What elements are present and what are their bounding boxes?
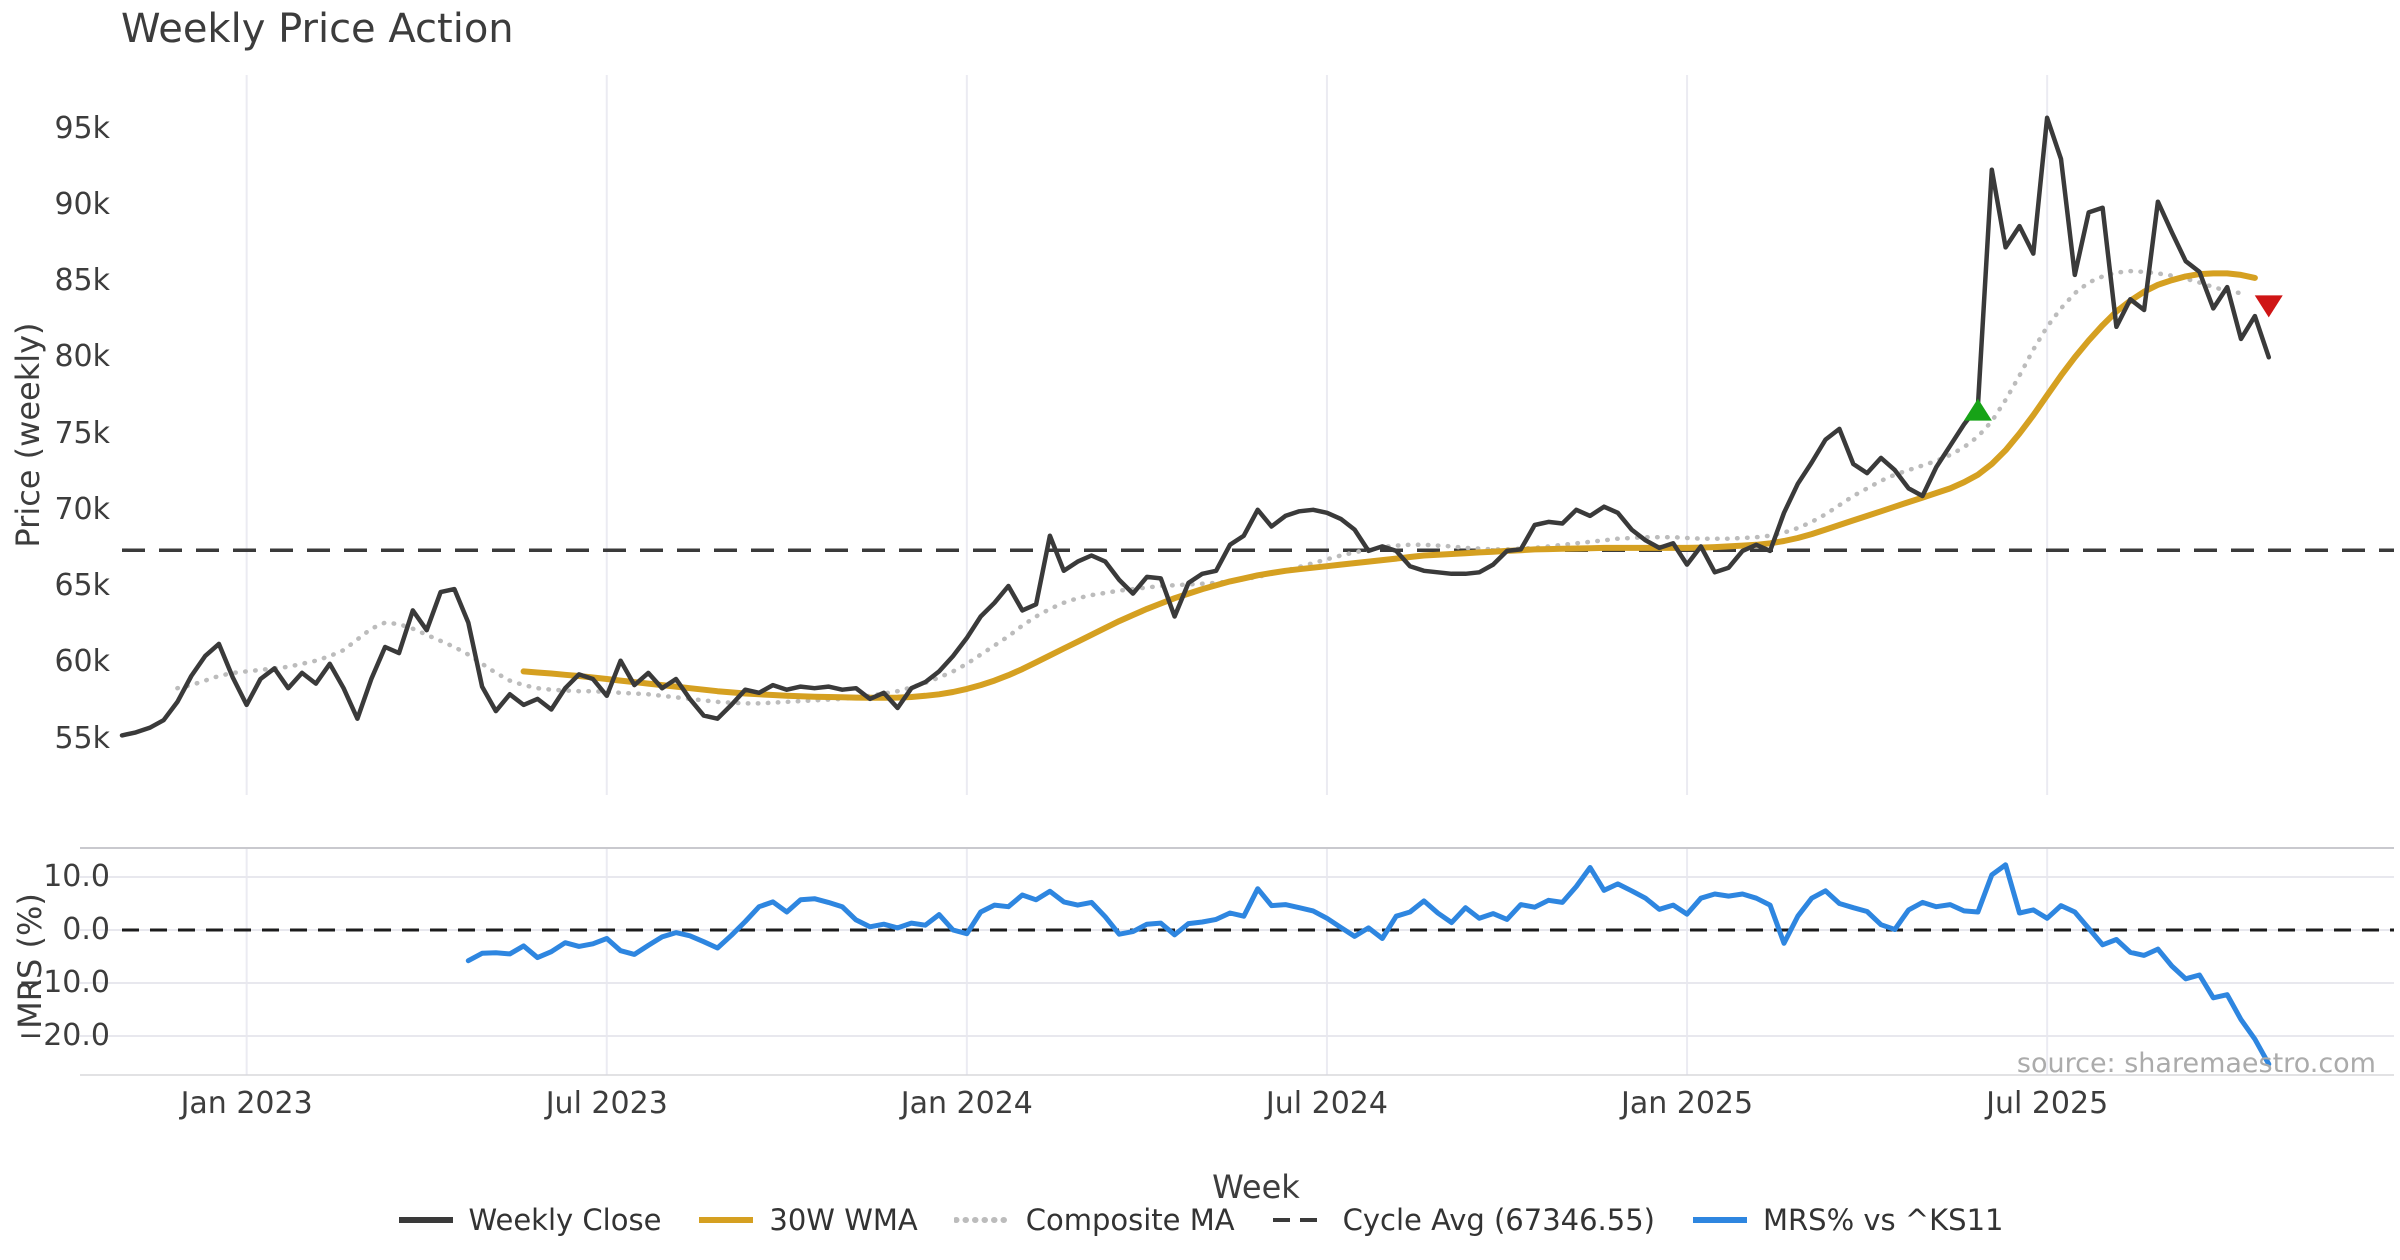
- x-tick-label: Jul 2023: [545, 1086, 668, 1121]
- legend-item-composite-ma: Composite MA: [953, 1203, 1235, 1237]
- wma-line: [520, 270, 2258, 701]
- x-axis-title: Week: [1212, 1168, 1300, 1206]
- legend-label: Composite MA: [1025, 1203, 1235, 1237]
- price-tick-label: 60k: [54, 644, 110, 680]
- price-tick-label: 55k: [54, 720, 110, 756]
- cycle-avg-swatch-icon: [1272, 1218, 1327, 1222]
- price-tick-label: 75k: [54, 415, 110, 451]
- weekly-close-swatch-icon: [398, 1217, 453, 1223]
- legend-label: Cycle Avg (67346.55): [1342, 1203, 1655, 1237]
- x-tick-label: Jan 2025: [1620, 1086, 1754, 1121]
- mrs-swatch-icon: [1693, 1217, 1747, 1223]
- mrs-tick-label: −20.0: [18, 1018, 110, 1053]
- sell-signal-marker: [2254, 295, 2283, 318]
- x-tick-label: Jul 2025: [1986, 1086, 2109, 1121]
- mrs-tick-label: 10.0: [43, 859, 110, 894]
- chart-title: Weekly Price Action: [121, 6, 514, 52]
- legend: Weekly Close 30W WMA Composite MA Cycle …: [0, 1203, 2400, 1237]
- source-note: source: sharemaestro.com: [2016, 1048, 2376, 1079]
- price-tick-label: 95k: [54, 110, 110, 146]
- legend-item-weekly-close: Weekly Close: [397, 1203, 662, 1237]
- mrs-line: [465, 862, 2272, 1067]
- mrs-tick-label: 0.0: [62, 912, 110, 947]
- x-tick-label: Jan 2023: [180, 1086, 313, 1121]
- wma-swatch-icon: [699, 1217, 754, 1223]
- composite-ma-swatch-icon: [953, 1217, 1012, 1223]
- legend-label: MRS% vs ^KS11: [1763, 1203, 2004, 1237]
- buy-signal-marker: [1963, 398, 1992, 421]
- price-tick-label: 80k: [54, 339, 110, 375]
- x-tick-label: Jul 2024: [1265, 1086, 1388, 1121]
- price-tick-label: 85k: [54, 263, 110, 298]
- legend-item-cycle-avg: Cycle Avg (67346.55): [1271, 1203, 1655, 1237]
- price-tick-label: 90k: [54, 186, 110, 222]
- weekly-close-line: [119, 115, 2272, 738]
- legend-label: 30W WMA: [769, 1203, 918, 1237]
- legend-item-30w-wma: 30W WMA: [697, 1203, 918, 1237]
- price-tick-label: 65k: [54, 568, 110, 603]
- x-tick-label: Jan 2024: [900, 1086, 1033, 1121]
- composite-ma-line: [175, 268, 2244, 706]
- price-tick-label: 70k: [54, 491, 110, 527]
- mrs-tick-label: −10.0: [18, 965, 110, 1000]
- legend-item-mrs: MRS% vs ^KS11: [1691, 1203, 2003, 1237]
- legend-label: Weekly Close: [468, 1203, 662, 1237]
